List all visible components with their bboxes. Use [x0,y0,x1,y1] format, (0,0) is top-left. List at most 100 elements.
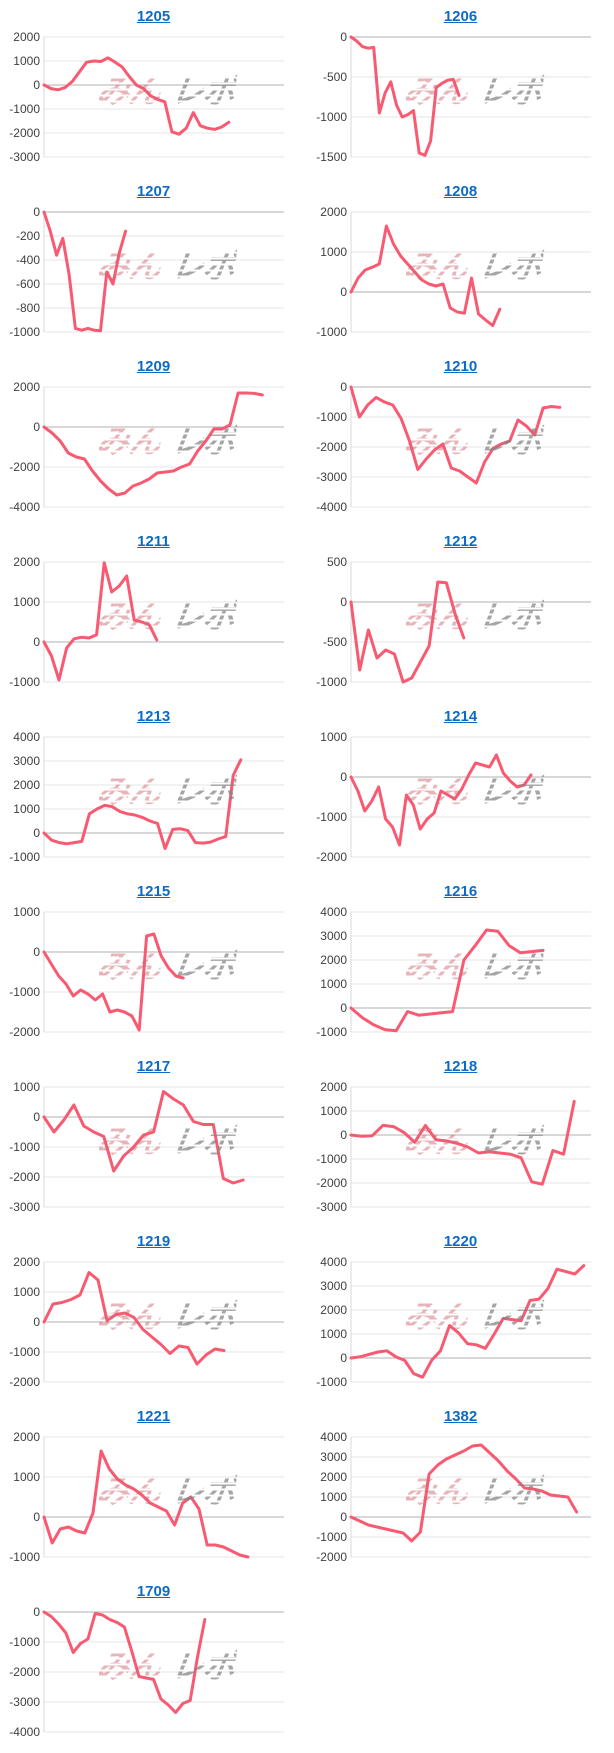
y-axis-label: 0 [33,1605,40,1619]
y-axis-label: 1000 [320,730,347,744]
chart-title: 1217 [0,1056,307,1077]
chart-title-link[interactable]: 1207 [136,183,171,200]
chart-title: 1205 [0,6,307,27]
data-line [42,210,128,333]
chart-title-link[interactable]: 1212 [443,533,478,550]
chart-title: 1221 [0,1406,307,1427]
chart-cell: 1217 1000 0 -1000 -2000 -3000 みん レポ [0,1052,307,1227]
y-axis-label: -4000 [9,500,40,514]
chart-title-link[interactable]: 1211 [137,533,170,550]
data-line [349,1099,576,1186]
chart-plot: 0 -500 -1000 -1500 みん レポ [307,27,614,167]
y-axis-label: -1000 [316,410,347,424]
y-axis-label: 2000 [320,1470,347,1484]
data-line [349,385,562,485]
y-axis-label: 0 [33,1315,40,1329]
y-axis-label: -1000 [9,675,40,689]
line-chart: 2000 1000 0 -1000 [316,205,591,339]
chart-title-link[interactable]: 1217 [136,1058,171,1075]
y-axis-label: 1000 [13,905,40,919]
y-axis-label: 1000 [320,977,347,991]
y-axis-label: -2000 [9,1665,40,1679]
chart-cell: 1205 2000 1000 0 -1000 -2000 -3000 みん レポ [0,2,307,177]
chart-cell: 1207 0 -200 -400 -600 -800 -1000 みん レポ [0,177,307,352]
chart-cell: 1382 4000 3000 2000 1000 0 -1000 -2000 みん レポ [307,1402,614,1577]
chart-cell: 1214 1000 0 -1000 -2000 みん レポ [307,702,614,877]
chart-title-link[interactable]: 1220 [443,1233,478,1250]
y-axis-label: -1000 [316,110,347,124]
y-axis-label: 0 [340,1510,347,1524]
chart-title: 1382 [307,1406,614,1427]
y-axis-label: 0 [33,1510,40,1524]
y-axis-label: -2000 [316,1550,347,1564]
chart-title: 1219 [0,1231,307,1252]
chart-title-link[interactable]: 1210 [443,358,478,375]
chart-title-link[interactable]: 1709 [136,1583,171,1600]
chart-plot: 0 -1000 -2000 -3000 -4000 みん レポ [307,377,614,517]
y-axis-label: -3000 [316,1200,347,1214]
chart-title-link[interactable]: 1213 [136,708,171,725]
chart-title-link[interactable]: 1216 [443,883,478,900]
chart-plot: 0 -1000 -2000 -3000 -4000 みん レポ [0,1602,307,1742]
y-axis-label: -3000 [9,1200,40,1214]
y-axis-label: -3000 [9,1695,40,1709]
chart-title-link[interactable]: 1215 [136,883,171,900]
line-chart: 4000 3000 2000 1000 0 -1000 [316,1255,591,1389]
y-axis-label: 1000 [13,54,40,68]
chart-title-link[interactable]: 1209 [136,358,171,375]
chart-title-link[interactable]: 1214 [443,708,478,725]
chart-title: 1214 [307,706,614,727]
y-axis-label: 2000 [13,1255,40,1269]
y-axis-label: 4000 [320,905,347,919]
chart-plot: 2000 1000 0 -1000 -2000 みん レポ [0,1252,307,1392]
line-chart: 2000 1000 0 -1000 [9,1430,284,1564]
data-line [42,1090,245,1185]
chart-cell: 1211 2000 1000 0 -1000 みん レポ [0,527,307,702]
y-axis-label: 2000 [13,380,40,394]
chart-plot: 4000 3000 2000 1000 0 -1000 みん レポ [307,1252,614,1392]
chart-title: 1207 [0,181,307,202]
y-axis-label: -1000 [316,1152,347,1166]
y-axis-label: -4000 [316,500,347,514]
chart-title: 1212 [307,531,614,552]
chart-title-link[interactable]: 1208 [443,183,478,200]
chart-title: 1206 [307,6,614,27]
y-axis-label: -1000 [9,1635,40,1649]
y-axis-label: -500 [323,635,347,649]
y-axis-label: 0 [340,595,347,609]
chart-title-link[interactable]: 1219 [136,1233,171,1250]
y-axis-label: 2000 [13,778,40,792]
y-axis-label: 2000 [320,1303,347,1317]
line-chart: 2000 1000 0 -1000 -2000 [9,1255,284,1389]
y-axis-label: -1000 [9,1140,40,1154]
chart-plot: 4000 3000 2000 1000 0 -1000 みん レポ [307,902,614,1042]
y-axis-label: 1000 [320,1490,347,1504]
line-chart: 0 -1000 -2000 -3000 -4000 [9,1605,284,1739]
chart-cell: 1219 2000 1000 0 -1000 -2000 みん レポ [0,1227,307,1402]
data-line [349,224,502,328]
chart-title-link[interactable]: 1382 [443,1408,478,1425]
chart-title: 1211 [0,531,307,552]
y-axis-label: -2000 [316,1176,347,1190]
chart-plot: 4000 3000 2000 1000 0 -1000 みん レポ [0,727,307,867]
y-axis-label: 3000 [320,929,347,943]
chart-cell: 1208 2000 1000 0 -1000 みん レポ [307,177,614,352]
chart-title-link[interactable]: 1205 [136,8,171,25]
chart-plot: 500 0 -500 -1000 みん レポ [307,552,614,692]
y-axis-label: -2000 [316,850,347,864]
y-axis-label: 1000 [13,1080,40,1094]
chart-title-link[interactable]: 1206 [443,8,478,25]
chart-cell: 1213 4000 3000 2000 1000 0 -1000 みん レポ [0,702,307,877]
y-axis-label: 3000 [13,754,40,768]
y-axis-label: -500 [323,70,347,84]
y-axis-label: 1000 [13,1470,40,1484]
chart-title: 1210 [307,356,614,377]
chart-title-link[interactable]: 1218 [443,1058,478,1075]
y-axis-label: 0 [33,78,40,92]
chart-title-link[interactable]: 1221 [136,1408,171,1425]
line-chart: 500 0 -500 -1000 [316,555,591,689]
chart-title: 1213 [0,706,307,727]
y-axis-label: -1000 [316,1025,347,1039]
y-axis-label: 0 [33,826,40,840]
data-line [42,932,185,1032]
